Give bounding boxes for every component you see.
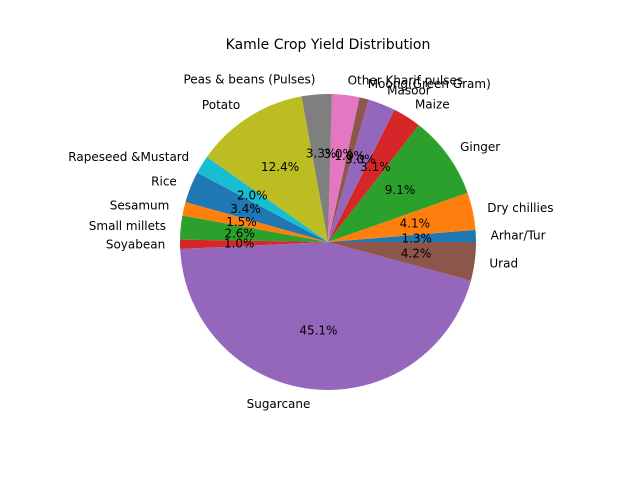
- pie-slice: [328, 125, 468, 242]
- pie-slice: [328, 97, 369, 243]
- slice-percent-label: 1.0%: [334, 149, 365, 163]
- slice-percent-label: 3.0%: [345, 152, 376, 166]
- pie-slice: [328, 242, 476, 281]
- slice-label: Maize: [415, 97, 450, 111]
- slice-label: Arhar/Tur: [491, 228, 546, 242]
- slice-percent-label: 12.4%: [261, 160, 299, 174]
- slice-percent-label: 3.3%: [306, 146, 337, 160]
- slice-percent-label: 3.4%: [230, 202, 261, 216]
- slice-label: Rice: [151, 175, 177, 189]
- pie-slice: [180, 239, 328, 249]
- slice-percent-label: 2.0%: [237, 189, 268, 203]
- pie-slice: [180, 215, 328, 242]
- pie-slice: [197, 156, 328, 242]
- pie-slice: [182, 202, 328, 242]
- slice-percent-label: 3.0%: [323, 147, 354, 161]
- slice-label: Rapeseed &Mustard: [68, 150, 189, 164]
- pie-slice: [328, 94, 360, 242]
- slice-percent-label: 3.1%: [360, 160, 391, 174]
- slice-label: Urad: [489, 256, 518, 270]
- slice-label: Potato: [202, 98, 240, 112]
- slice-label: Other Kharif pulses: [348, 73, 463, 87]
- slice-label: Ginger: [460, 140, 500, 154]
- slice-label: Masoor: [387, 83, 431, 97]
- slice-percent-label: 1.0%: [224, 236, 255, 250]
- pie-slice: [206, 96, 328, 242]
- pie-slice: [180, 242, 471, 390]
- pie-slice: [301, 94, 332, 242]
- slice-percent-label: 9.1%: [385, 183, 416, 197]
- percent-labels: 1.3%4.1%9.1%3.1%3.0%1.0%3.0%3.3%12.4%2.0…: [224, 146, 432, 337]
- slice-percent-label: 45.1%: [299, 323, 337, 337]
- slice-percent-label: 2.6%: [224, 226, 255, 240]
- slice-percent-label: 1.3%: [401, 231, 432, 245]
- slice-label: Sesamum: [110, 199, 170, 213]
- slice-labels: Arhar/Tur Dry chillies Ginger MaizeMasoorMo…: [68, 73, 553, 411]
- pie-slice: [185, 172, 328, 242]
- pie-slice: [328, 99, 395, 242]
- slice-label: Peas & beans (Pulses): [183, 73, 315, 87]
- pie-slice: [328, 192, 476, 242]
- slice-label: Small millets: [89, 219, 166, 233]
- pie-slice: [328, 109, 419, 243]
- slice-percent-label: 4.1%: [400, 216, 431, 230]
- slice-label: Soyabean: [106, 238, 165, 252]
- chart-title: Kamle Crop Yield Distribution: [226, 37, 431, 53]
- slice-label: Moong(Green Gram): [368, 77, 491, 91]
- slice-label: Dry chillies: [487, 201, 553, 215]
- slice-percent-label: 1.5%: [226, 215, 257, 229]
- slice-percent-label: 4.2%: [401, 247, 432, 261]
- pie-slice: [328, 229, 476, 242]
- slice-label: Sugarcane: [247, 397, 311, 411]
- pie-slices: [180, 94, 476, 390]
